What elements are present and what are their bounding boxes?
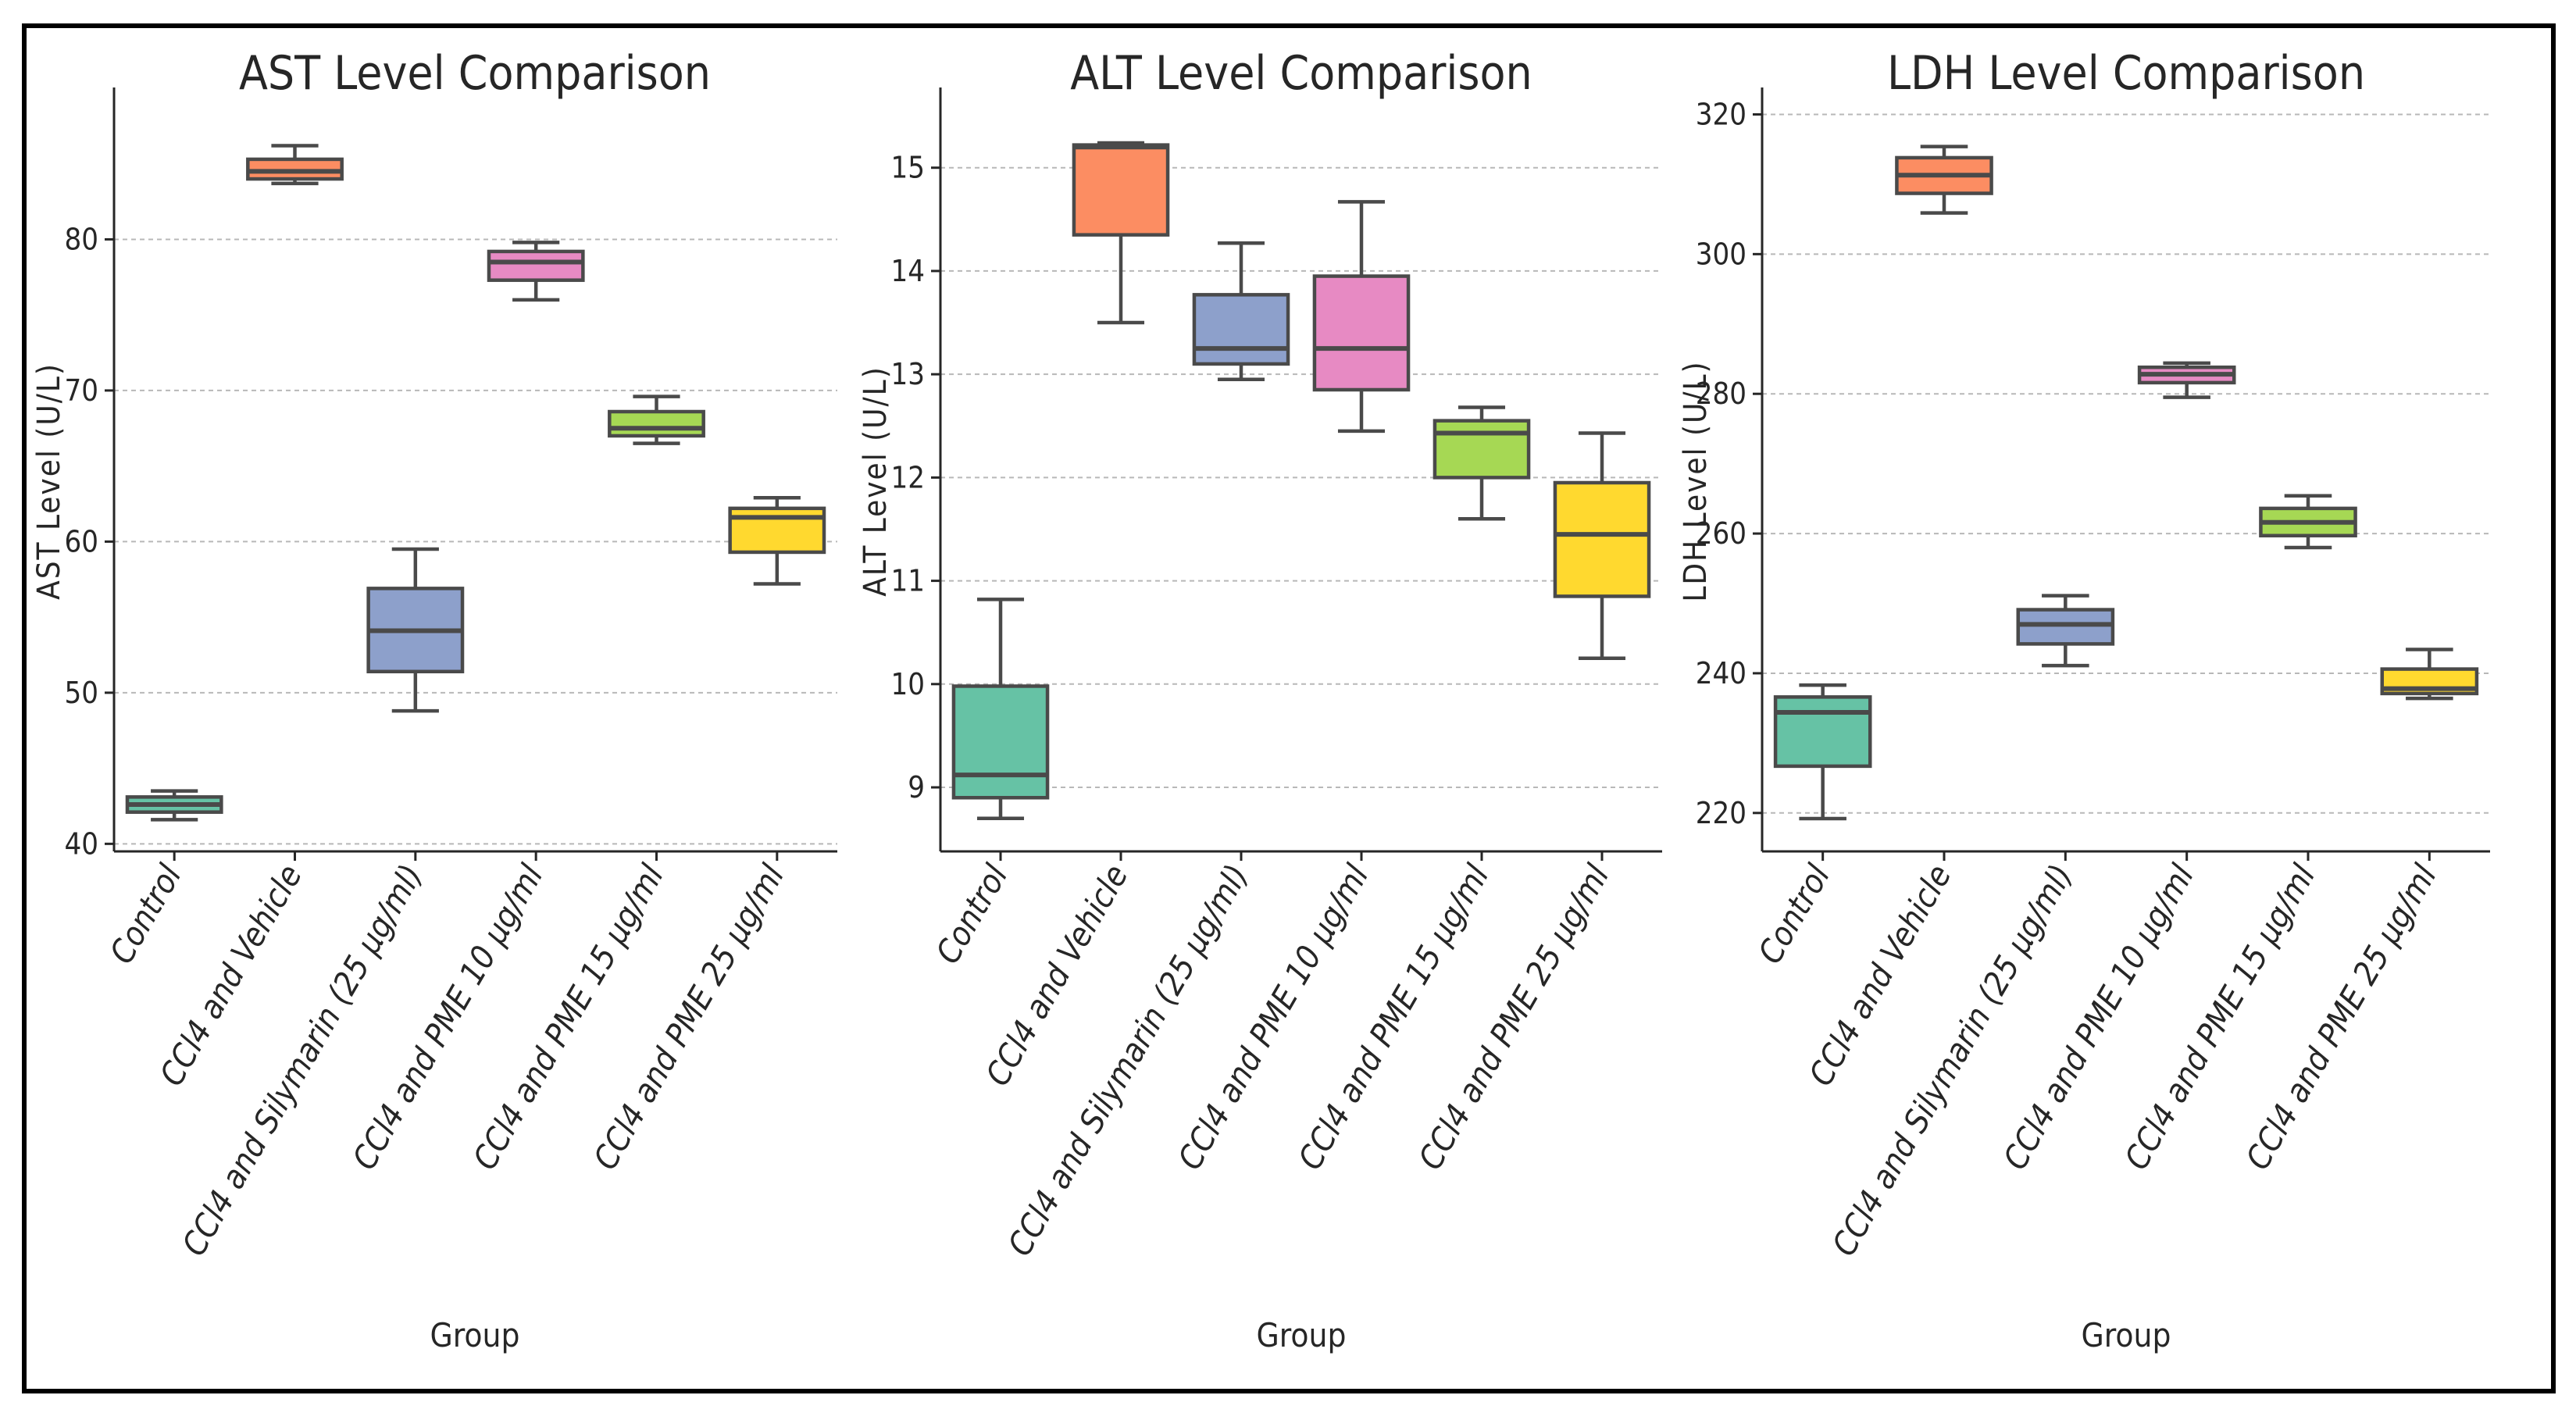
ast-y-axis-label: AST Level (U/L) [31,362,67,600]
ast-box-ccl4-and-pme-15-g-ml [608,394,705,445]
ast-x-tick-label: Control [102,858,189,970]
alt-y-tick-label: 9 [908,770,925,805]
alt-y-tick-label: 15 [891,151,926,185]
ast-y-tick-label: 40 [65,826,99,861]
ast-iqr-box [608,409,705,438]
ldh-y-tick-label: 260 [1696,516,1746,551]
ast-x-axis-label: Group [430,1316,520,1354]
ldh-y-tick-label: 300 [1696,237,1746,271]
ldh-y-axis-label: LDH Level (U/L) [1678,360,1714,601]
alt-iqr-box [1192,293,1290,366]
ast-box-ccl4-and-pme-10-g-ml [487,241,585,302]
ldh-x-tick-label: Control [1750,858,1837,970]
alt-box-ccl4-and-pme-25-g-ml [1553,431,1651,661]
figure-frame: 40 50 60 70 80 Control CCl4 and Vehicle CCl4 an… [22,23,2556,1393]
ldh-y-tick-label: 220 [1696,796,1746,830]
ast-box-ccl4-and-silymarin-25-g-ml [366,547,465,713]
ldh-box-ccl4-and-pme-10-g-ml [2137,361,2236,399]
ast-chart-title: AST Level Comparison [239,46,711,101]
ldh-iqr-box [1773,695,1872,769]
ast-box-control [125,789,223,822]
alt-iqr-box [1072,143,1170,237]
ldh-y-tick-label: 280 [1696,376,1746,411]
ldh-box-ccl4-and-vehicle [1895,145,1993,215]
ldh-chart-title: LDH Level Comparison [1887,46,2365,101]
ast-iqr-box [487,249,585,282]
ast-iqr-box [728,506,826,555]
alt-y-tick-label: 14 [891,254,926,288]
ldh-iqr-box [2016,608,2115,646]
alt-iqr-box [951,684,1050,800]
ldh-box-ccl4-and-pme-15-g-ml [2259,494,2357,550]
ast-y-tick-label: 80 [65,222,99,256]
alt-y-tick-label: 12 [891,460,926,494]
ldh-box-ccl4-and-pme-25-g-ml [2380,648,2479,701]
ldh-box-ccl4-and-silymarin-25-g-ml [2016,594,2115,668]
ldh-x-tick-label: CCl4 and Silymarin (25 µg/ml) [1825,858,2080,1263]
alt-y-tick-label: 13 [891,357,926,391]
ldh-box-control [1773,683,1872,821]
alt-box-ccl4-and-pme-10-g-ml [1312,200,1411,434]
ast-box-ccl4-and-vehicle [246,144,344,186]
alt-box-control [951,598,1050,820]
alt-y-tick-label: 10 [891,667,926,701]
alt-iqr-box [1312,274,1411,392]
ast-y-tick-label: 60 [65,524,99,558]
alt-x-tick-label: Control [929,858,1015,970]
ldh-x-axis-label: Group [2082,1316,2171,1354]
alt-iqr-box [1553,480,1651,598]
alt-x-axis-label: Group [1257,1316,1347,1354]
ast-y-tick-label: 50 [65,676,99,710]
ast-x-tick-label: CCl4 and Silymarin (25 µg/ml) [174,858,430,1263]
alt-box-ccl4-and-silymarin-25-g-ml [1192,241,1290,382]
ldh-y-tick-label: 320 [1696,97,1746,131]
ldh-y-tick-label: 240 [1696,656,1746,690]
alt-x-tick-label: CCl4 and Silymarin (25 µg/ml) [1001,858,1256,1263]
alt-y-axis-label: ALT Level (U/L) [858,366,894,597]
alt-y-tick-label: 11 [891,564,926,598]
alt-chart-title: ALT Level Comparison [1070,46,1532,101]
ast-y-tick-label: 70 [65,373,99,408]
ast-box-ccl4-and-pme-25-g-ml [728,496,826,586]
alt-iqr-box [1432,419,1531,480]
alt-box-ccl4-and-pme-15-g-ml [1432,405,1531,521]
alt-box-ccl4-and-vehicle [1072,141,1170,325]
